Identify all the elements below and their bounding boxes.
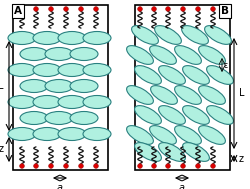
- Circle shape: [34, 7, 38, 11]
- Circle shape: [180, 164, 185, 168]
- Circle shape: [78, 164, 83, 168]
- Circle shape: [48, 164, 53, 168]
- Circle shape: [93, 7, 98, 11]
- Ellipse shape: [149, 126, 176, 144]
- Ellipse shape: [158, 66, 185, 84]
- Circle shape: [165, 7, 170, 11]
- Ellipse shape: [126, 126, 153, 144]
- Ellipse shape: [8, 64, 36, 77]
- Ellipse shape: [204, 26, 231, 44]
- Ellipse shape: [45, 80, 73, 92]
- Circle shape: [151, 164, 156, 168]
- Ellipse shape: [20, 80, 48, 92]
- Ellipse shape: [154, 26, 181, 44]
- Ellipse shape: [8, 128, 36, 140]
- Ellipse shape: [58, 64, 86, 77]
- Circle shape: [151, 7, 156, 11]
- Circle shape: [137, 164, 142, 168]
- Ellipse shape: [150, 86, 177, 104]
- Circle shape: [63, 164, 68, 168]
- Ellipse shape: [198, 46, 224, 64]
- Circle shape: [165, 164, 170, 168]
- Text: ε: ε: [223, 60, 227, 70]
- Ellipse shape: [70, 112, 98, 125]
- Ellipse shape: [174, 86, 201, 104]
- Text: B: B: [220, 6, 228, 16]
- Bar: [134, 5, 229, 170]
- Ellipse shape: [58, 128, 86, 140]
- Ellipse shape: [182, 66, 208, 84]
- Ellipse shape: [149, 46, 176, 64]
- Ellipse shape: [83, 128, 110, 140]
- Ellipse shape: [134, 66, 161, 84]
- Circle shape: [34, 164, 38, 168]
- Bar: [13, 5, 108, 170]
- Ellipse shape: [182, 106, 208, 124]
- Circle shape: [195, 7, 200, 11]
- Ellipse shape: [33, 32, 61, 44]
- Circle shape: [180, 7, 185, 11]
- Ellipse shape: [134, 143, 161, 161]
- Text: L: L: [238, 88, 244, 98]
- Circle shape: [210, 164, 214, 168]
- Ellipse shape: [83, 64, 110, 77]
- Ellipse shape: [181, 26, 208, 44]
- Ellipse shape: [33, 95, 61, 108]
- Circle shape: [195, 164, 200, 168]
- Ellipse shape: [206, 106, 233, 124]
- Circle shape: [137, 7, 142, 11]
- Ellipse shape: [33, 128, 61, 140]
- Ellipse shape: [83, 32, 110, 44]
- Text: a: a: [57, 183, 63, 189]
- Ellipse shape: [70, 47, 98, 60]
- Ellipse shape: [134, 106, 161, 124]
- Circle shape: [63, 7, 68, 11]
- Circle shape: [93, 164, 98, 168]
- Ellipse shape: [58, 32, 86, 44]
- Ellipse shape: [198, 126, 224, 144]
- Text: a: a: [178, 183, 184, 189]
- Ellipse shape: [182, 143, 208, 161]
- Circle shape: [48, 7, 53, 11]
- Circle shape: [20, 164, 24, 168]
- Ellipse shape: [8, 32, 36, 44]
- Ellipse shape: [158, 143, 185, 161]
- Ellipse shape: [70, 80, 98, 92]
- Ellipse shape: [45, 112, 73, 125]
- Text: L: L: [0, 81, 4, 91]
- Ellipse shape: [58, 95, 86, 108]
- Circle shape: [20, 7, 24, 11]
- Ellipse shape: [83, 95, 110, 108]
- Text: A: A: [14, 6, 22, 16]
- Ellipse shape: [20, 112, 48, 125]
- Ellipse shape: [33, 64, 61, 77]
- Ellipse shape: [8, 95, 36, 108]
- Ellipse shape: [206, 66, 233, 84]
- Ellipse shape: [126, 86, 153, 104]
- Ellipse shape: [131, 26, 158, 44]
- Ellipse shape: [20, 47, 48, 60]
- Ellipse shape: [126, 46, 153, 64]
- Circle shape: [78, 7, 83, 11]
- Ellipse shape: [174, 46, 201, 64]
- Circle shape: [210, 7, 214, 11]
- Text: z: z: [0, 145, 4, 154]
- Ellipse shape: [198, 86, 224, 104]
- Text: z: z: [238, 153, 243, 163]
- Ellipse shape: [174, 126, 201, 144]
- Ellipse shape: [45, 47, 73, 60]
- Ellipse shape: [158, 106, 185, 124]
